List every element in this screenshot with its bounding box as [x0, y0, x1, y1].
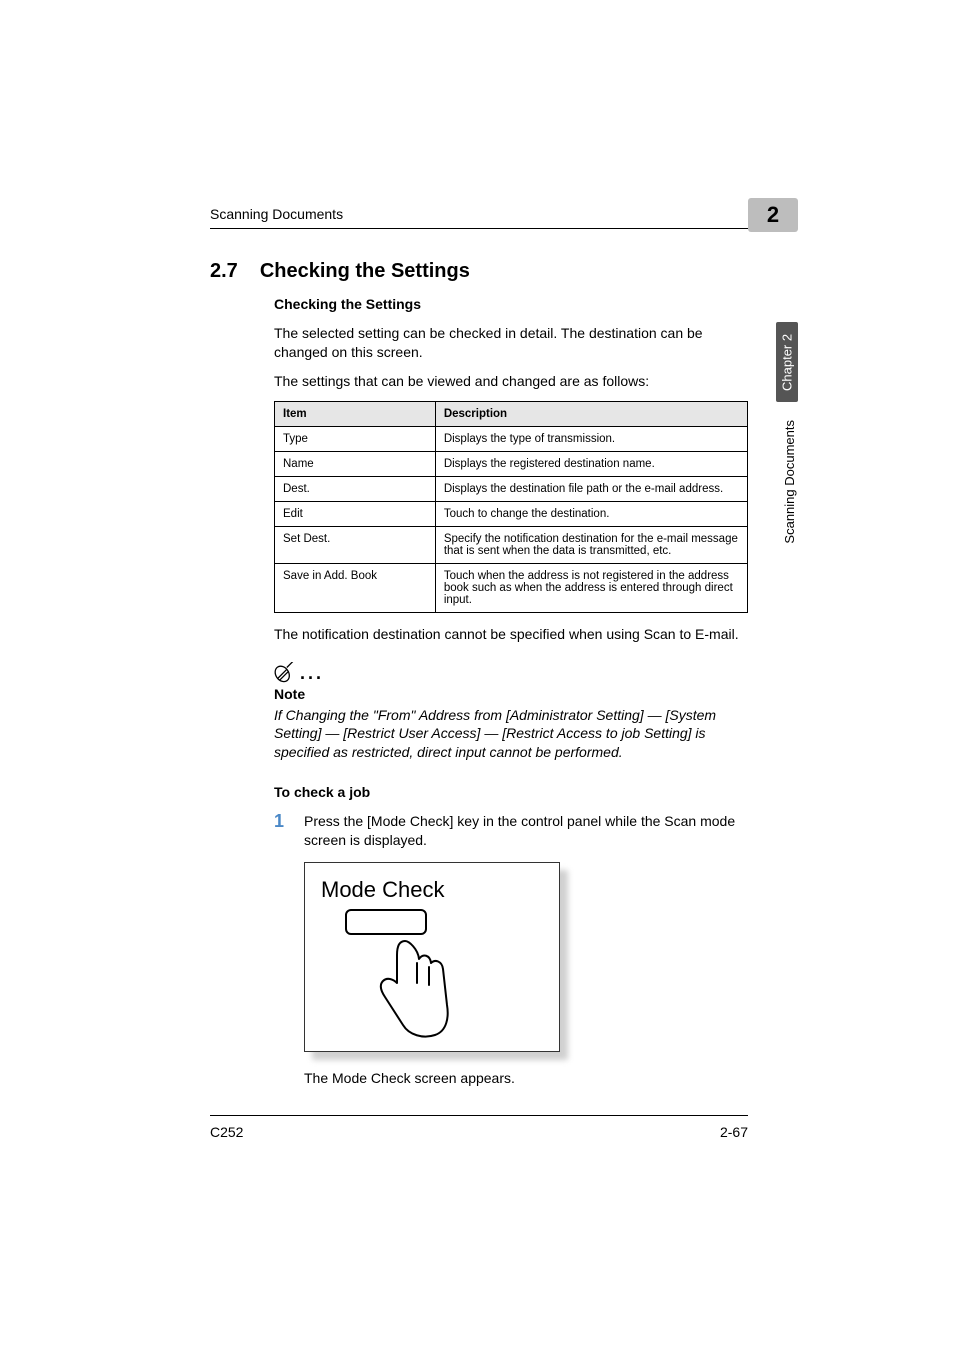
table-row: NameDisplays the registered destination …: [275, 451, 748, 476]
table-cell: Type: [275, 426, 436, 451]
table-header-desc: Description: [435, 401, 747, 426]
mode-check-label: Mode Check: [321, 877, 543, 903]
side-tab-chapter: Chapter 2: [776, 322, 798, 402]
table-row: Set Dest.Specify the notification destin…: [275, 526, 748, 563]
table-cell: Edit: [275, 501, 436, 526]
header-rule: [210, 228, 748, 229]
paragraph-1: The selected setting can be checked in d…: [274, 324, 748, 362]
table-cell: Displays the type of transmission.: [435, 426, 747, 451]
table-header-item: Item: [275, 401, 436, 426]
table-row: EditTouch to change the destination.: [275, 501, 748, 526]
note-dots: ...: [300, 663, 324, 684]
table-row: Dest.Displays the destination file path …: [275, 476, 748, 501]
step-1: 1 Press the [Mode Check] key in the cont…: [274, 812, 748, 850]
paragraph-3: The notification destination cannot be s…: [274, 625, 748, 644]
footer-rule: [210, 1115, 748, 1116]
subheading-1: Checking the Settings: [274, 296, 748, 312]
table-cell: Touch to change the destination.: [435, 501, 747, 526]
table-cell: Touch when the address is not registered…: [435, 563, 747, 612]
side-label-section: Scanning Documents: [782, 420, 797, 544]
note-block: ... Note If Changing the "From" Address …: [274, 662, 748, 763]
note-title: Note: [274, 686, 748, 702]
step-number: 1: [274, 812, 290, 830]
table-cell: Dest.: [275, 476, 436, 501]
table-row: Save in Add. BookTouch when the address …: [275, 563, 748, 612]
section-title: Checking the Settings: [260, 260, 470, 283]
table-cell: Specify the notification destination for…: [435, 526, 747, 563]
paragraph-2: The settings that can be viewed and chan…: [274, 372, 748, 391]
table-cell: Save in Add. Book: [275, 563, 436, 612]
table-cell: Set Dest.: [275, 526, 436, 563]
table-row: TypeDisplays the type of transmission.: [275, 426, 748, 451]
mode-check-illustration: Mode Check: [304, 862, 560, 1052]
step-result: The Mode Check screen appears.: [304, 1070, 748, 1086]
note-text: If Changing the "From" Address from [Adm…: [274, 706, 748, 763]
running-head: Scanning Documents: [210, 206, 343, 222]
step-text: Press the [Mode Check] key in the contro…: [304, 812, 748, 850]
subheading-2: To check a job: [274, 784, 748, 800]
chapter-badge: 2: [748, 198, 798, 232]
hand-icon: [369, 935, 459, 1045]
table-header-row: Item Description: [275, 401, 748, 426]
table-cell: Displays the registered destination name…: [435, 451, 747, 476]
section-number: 2.7: [210, 260, 238, 283]
note-icon: [274, 662, 296, 684]
footer-page: 2-67: [720, 1124, 748, 1140]
table-cell: Name: [275, 451, 436, 476]
footer-model: C252: [210, 1124, 243, 1140]
settings-table: Item Description TypeDisplays the type o…: [274, 401, 748, 613]
table-cell: Displays the destination file path or th…: [435, 476, 747, 501]
mode-check-button-shape: [345, 909, 427, 935]
